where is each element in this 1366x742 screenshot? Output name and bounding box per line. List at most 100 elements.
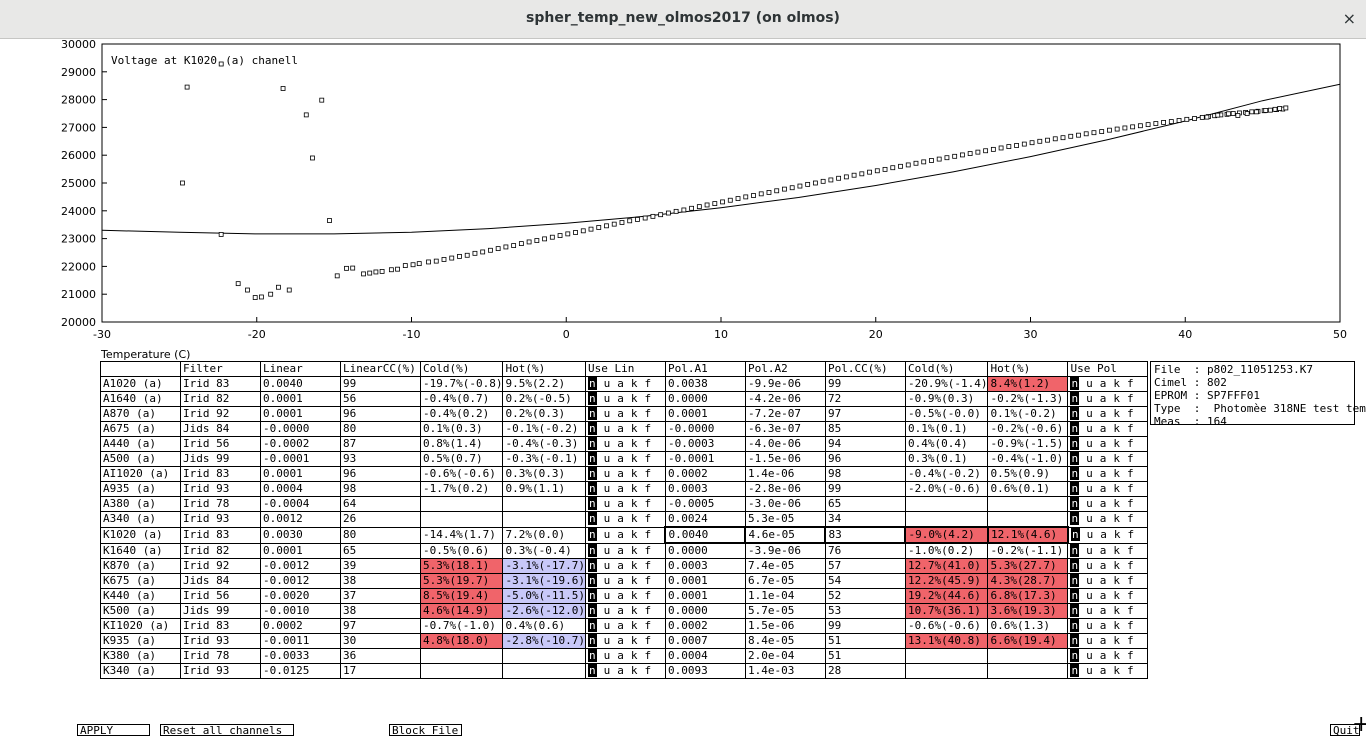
option-a[interactable]: a — [617, 437, 624, 451]
option-k[interactable]: k — [1113, 392, 1120, 406]
option-n[interactable]: n — [1070, 497, 1080, 510]
reset-all-channels-button[interactable]: Reset all channels — [160, 724, 294, 737]
option-n[interactable]: n — [587, 497, 597, 510]
option-k[interactable]: k — [630, 512, 638, 526]
option-k[interactable]: k — [1113, 452, 1120, 466]
option-a[interactable]: a — [617, 619, 624, 633]
option-f[interactable]: f — [1126, 634, 1134, 648]
option-k[interactable]: k — [1113, 559, 1120, 573]
option-a[interactable]: a — [1099, 649, 1107, 663]
option-f[interactable]: f — [644, 543, 652, 557]
option-a[interactable]: a — [617, 604, 624, 618]
option-k[interactable]: k — [1113, 482, 1120, 496]
option-a[interactable]: a — [1099, 467, 1107, 481]
option-k[interactable]: k — [1113, 589, 1120, 603]
option-n[interactable]: n — [587, 619, 597, 632]
option-k[interactable]: k — [630, 422, 638, 436]
option-a[interactable]: a — [617, 467, 624, 481]
option-a[interactable]: a — [1100, 528, 1107, 541]
option-n[interactable]: n — [1070, 559, 1080, 572]
option-u[interactable]: u — [1086, 574, 1093, 588]
option-a[interactable]: a — [1099, 574, 1107, 588]
option-f[interactable]: f — [644, 497, 652, 511]
option-n[interactable]: n — [1070, 528, 1080, 541]
option-u[interactable]: u — [1086, 543, 1093, 557]
option-n[interactable]: n — [1070, 482, 1080, 495]
option-f[interactable]: f — [644, 589, 652, 603]
option-a[interactable]: a — [1099, 422, 1107, 436]
option-f[interactable]: f — [1126, 664, 1134, 678]
option-k[interactable]: k — [1113, 649, 1120, 663]
option-k[interactable]: k — [630, 604, 638, 618]
option-a[interactable]: a — [617, 574, 624, 588]
option-u[interactable]: u — [1086, 497, 1093, 511]
option-f[interactable]: f — [644, 392, 652, 406]
option-k[interactable]: k — [630, 634, 638, 648]
option-k[interactable]: k — [630, 619, 638, 633]
option-n[interactable]: n — [587, 664, 597, 677]
option-u[interactable]: u — [603, 543, 611, 557]
option-n[interactable]: n — [587, 634, 597, 647]
option-u[interactable]: u — [603, 574, 611, 588]
option-f[interactable]: f — [644, 377, 652, 391]
option-u[interactable]: u — [1086, 619, 1093, 633]
option-n[interactable]: n — [587, 422, 597, 435]
option-a[interactable]: a — [1099, 604, 1107, 618]
option-k[interactable]: k — [630, 497, 638, 511]
option-f[interactable]: f — [1126, 377, 1134, 391]
option-k[interactable]: k — [1113, 407, 1120, 421]
option-u[interactable]: u — [603, 528, 611, 541]
option-f[interactable]: f — [1126, 604, 1134, 618]
option-f[interactable]: f — [644, 619, 652, 633]
option-k[interactable]: k — [630, 467, 638, 481]
option-k[interactable]: k — [630, 392, 638, 406]
option-f[interactable]: f — [1126, 512, 1134, 526]
option-a[interactable]: a — [617, 482, 624, 496]
option-u[interactable]: u — [603, 559, 611, 573]
option-n[interactable]: n — [1070, 467, 1080, 480]
option-a[interactable]: a — [617, 422, 624, 436]
option-a[interactable]: a — [1099, 497, 1107, 511]
option-f[interactable]: f — [644, 604, 652, 618]
option-n[interactable]: n — [1070, 664, 1080, 677]
option-k[interactable]: k — [1113, 467, 1120, 481]
option-u[interactable]: u — [603, 482, 611, 496]
option-n[interactable]: n — [1070, 574, 1080, 587]
option-u[interactable]: u — [603, 634, 611, 648]
option-f[interactable]: f — [644, 407, 652, 421]
option-n[interactable]: n — [587, 377, 597, 390]
option-n[interactable]: n — [1070, 604, 1080, 617]
option-a[interactable]: a — [1099, 664, 1107, 678]
option-u[interactable]: u — [603, 664, 611, 678]
option-u[interactable]: u — [603, 497, 611, 511]
option-a[interactable]: a — [1099, 589, 1107, 603]
option-n[interactable]: n — [1070, 407, 1080, 420]
option-k[interactable]: k — [630, 528, 638, 541]
option-k[interactable]: k — [630, 437, 638, 451]
quit-button[interactable]: Quit — [1330, 724, 1360, 737]
option-f[interactable]: f — [1126, 619, 1134, 633]
option-k[interactable]: k — [1113, 664, 1120, 678]
option-n[interactable]: n — [587, 559, 597, 572]
option-a[interactable]: a — [1099, 619, 1107, 633]
option-n[interactable]: n — [587, 452, 597, 465]
option-k[interactable]: k — [630, 407, 638, 421]
option-f[interactable]: f — [644, 437, 652, 451]
option-n[interactable]: n — [1070, 543, 1080, 557]
